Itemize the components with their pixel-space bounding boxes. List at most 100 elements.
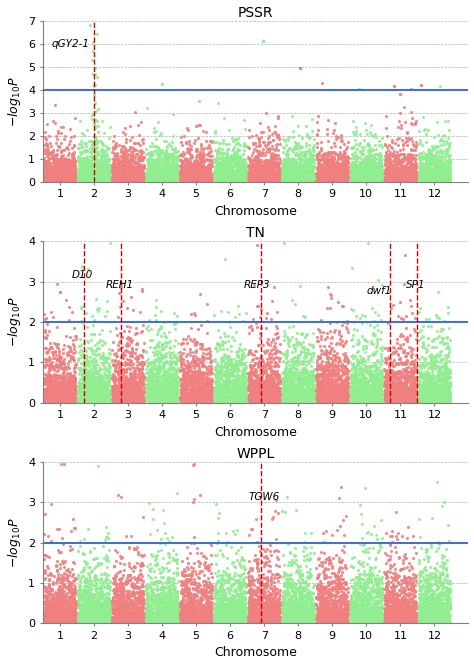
Point: [188, 613, 195, 624]
Point: [369, 380, 376, 391]
Point: [330, 368, 337, 379]
Point: [213, 378, 221, 389]
Point: [152, 354, 160, 364]
Point: [263, 174, 270, 185]
Point: [324, 365, 332, 376]
Point: [58, 395, 66, 406]
Point: [87, 394, 95, 405]
Point: [378, 396, 386, 406]
Point: [191, 388, 199, 398]
Point: [402, 176, 410, 186]
Point: [77, 607, 84, 618]
Point: [396, 617, 403, 628]
Point: [222, 608, 229, 619]
Point: [310, 134, 318, 144]
Point: [324, 605, 331, 616]
Point: [151, 176, 158, 187]
Point: [228, 609, 235, 620]
Point: [140, 615, 147, 626]
Point: [156, 392, 164, 402]
Point: [319, 170, 327, 180]
Point: [416, 376, 423, 386]
Point: [224, 607, 232, 618]
Point: [154, 390, 162, 401]
Point: [177, 587, 185, 598]
Point: [55, 382, 63, 393]
Point: [238, 384, 246, 394]
Point: [188, 614, 196, 625]
Point: [240, 372, 248, 383]
Point: [172, 382, 179, 393]
Point: [385, 391, 393, 402]
Point: [182, 368, 190, 378]
Point: [398, 616, 405, 626]
Point: [357, 175, 365, 186]
Point: [318, 162, 326, 173]
Point: [309, 174, 316, 185]
Point: [42, 164, 50, 175]
Point: [344, 171, 351, 182]
Point: [49, 592, 56, 602]
Point: [393, 387, 401, 398]
Point: [63, 378, 71, 388]
Point: [117, 174, 125, 185]
Point: [428, 374, 435, 384]
Point: [292, 175, 300, 186]
Point: [348, 392, 356, 403]
Point: [324, 607, 331, 618]
Point: [389, 371, 396, 382]
Point: [246, 176, 254, 187]
Point: [100, 160, 107, 171]
Point: [188, 171, 195, 182]
Point: [168, 175, 175, 186]
Point: [217, 175, 224, 186]
Point: [419, 397, 427, 408]
Point: [425, 176, 432, 186]
Point: [250, 170, 257, 181]
Point: [131, 352, 138, 363]
Point: [435, 155, 442, 166]
Point: [331, 171, 339, 182]
Point: [96, 168, 103, 178]
Point: [237, 394, 245, 405]
Point: [152, 614, 159, 625]
Point: [60, 175, 67, 186]
Point: [40, 140, 48, 150]
Point: [423, 380, 430, 391]
Point: [231, 562, 238, 573]
Point: [245, 617, 252, 628]
Point: [359, 617, 366, 628]
Point: [168, 395, 175, 406]
Point: [74, 166, 82, 177]
Point: [384, 390, 392, 400]
Point: [374, 374, 381, 385]
Point: [206, 364, 213, 374]
Point: [405, 153, 412, 164]
Point: [237, 158, 244, 168]
Point: [171, 387, 178, 398]
Point: [373, 584, 381, 595]
Point: [336, 614, 343, 625]
Point: [235, 394, 242, 405]
Point: [363, 390, 371, 400]
Point: [320, 614, 328, 624]
Point: [217, 594, 225, 604]
Point: [281, 569, 288, 580]
Point: [132, 392, 140, 403]
Point: [397, 174, 404, 185]
Point: [58, 362, 65, 373]
Point: [98, 159, 105, 170]
Point: [391, 541, 399, 552]
Point: [317, 160, 325, 171]
Point: [68, 394, 75, 405]
Point: [330, 382, 338, 393]
Point: [343, 172, 351, 182]
Point: [400, 396, 408, 407]
Point: [194, 617, 202, 628]
Point: [321, 609, 328, 620]
Point: [373, 613, 381, 624]
Point: [415, 388, 423, 399]
Point: [205, 388, 213, 399]
Point: [303, 388, 311, 399]
Point: [394, 608, 402, 618]
